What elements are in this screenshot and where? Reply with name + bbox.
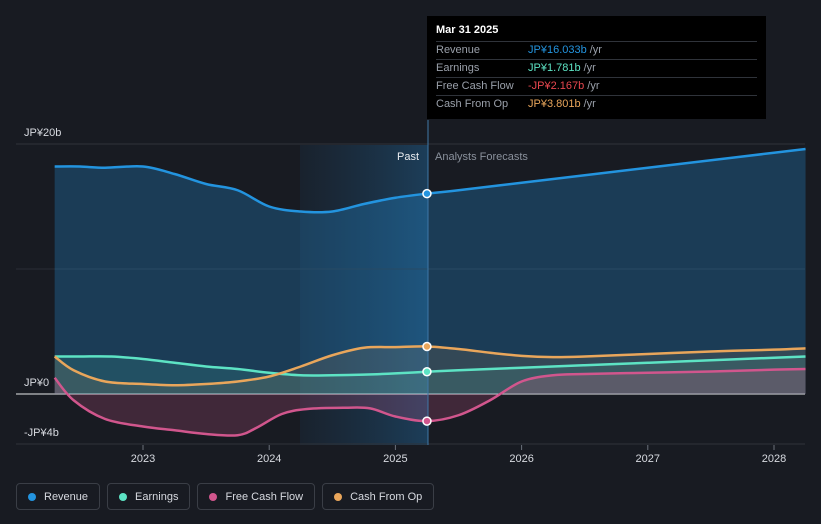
marker-cfo	[422, 341, 432, 352]
legend: Revenue Earnings Free Cash Flow Cash Fro…	[16, 483, 435, 510]
x-tick-label: 2025	[383, 453, 407, 465]
tooltip-unit: /yr	[583, 98, 596, 110]
x-axis: 2023 2024 2025 2026 2027 2028	[131, 445, 786, 465]
tooltip-unit: /yr	[589, 44, 602, 56]
x-tick-label: 2026	[509, 453, 533, 465]
hover-markers	[422, 188, 432, 426]
tooltip-label: Revenue	[436, 44, 481, 56]
tooltip-label: Earnings	[436, 62, 480, 74]
fcf-dot-icon	[209, 492, 218, 501]
x-tick-label: 2024	[257, 453, 281, 465]
cfo-dot-icon	[334, 492, 343, 501]
marker-revenue	[422, 188, 432, 199]
tooltip: Mar 31 2025 Revenue JP¥16.033b /yr Earni…	[427, 16, 766, 119]
area-revenue	[54, 149, 806, 394]
tooltip-unit: /yr	[583, 62, 596, 74]
line-fcf	[53, 367, 806, 437]
area-fcf	[54, 369, 806, 436]
tooltip-row-earnings: Earnings JP¥1.781b /yr	[436, 59, 757, 77]
series-lines	[53, 147, 806, 437]
tooltip-value: -JP¥2.167b	[528, 80, 585, 92]
tooltip-value: JP¥1.781b	[528, 62, 581, 74]
tooltip-value: JP¥16.033b	[528, 44, 587, 56]
x-tick-label: 2027	[636, 453, 660, 465]
tooltip-unit: /yr	[587, 80, 600, 92]
grid	[16, 143, 805, 445]
legend-item-cfo[interactable]: Cash From Op	[322, 483, 435, 510]
x-tick-label: 2028	[762, 453, 786, 465]
legend-item-fcf[interactable]: Free Cash Flow	[197, 483, 316, 510]
legend-label: Cash From Op	[350, 490, 423, 503]
tooltip-row-cfo: Cash From Op JP¥3.801b /yr	[436, 95, 757, 113]
forecast-label: Analysts Forecasts	[435, 151, 528, 163]
marker-fcf	[422, 416, 432, 426]
earnings-dot-icon	[119, 492, 128, 501]
marker-earnings	[422, 366, 432, 377]
revenue-dot-icon	[28, 492, 36, 501]
tooltip-value: JP¥3.801b	[528, 98, 581, 110]
tooltip-row-revenue: Revenue JP¥16.033b /yr	[436, 41, 757, 59]
line-earnings	[54, 355, 806, 377]
legend-label: Revenue	[44, 490, 89, 503]
y-label-top: JP¥20b	[24, 127, 61, 139]
tooltip-row-fcf: Free Cash Flow -JP¥2.167b /yr	[436, 77, 757, 95]
y-label-zero: JP¥0	[24, 377, 49, 389]
tooltip-date: Mar 31 2025	[436, 24, 499, 36]
x-tick-label: 2023	[131, 453, 155, 465]
line-cfo	[53, 345, 806, 387]
tooltip-label: Free Cash Flow	[436, 80, 514, 92]
legend-label: Free Cash Flow	[225, 490, 304, 503]
y-label-bottom: -JP¥4b	[24, 427, 59, 439]
legend-item-revenue[interactable]: Revenue	[16, 483, 101, 510]
legend-label: Earnings	[135, 490, 179, 503]
line-revenue	[54, 147, 806, 214]
past-label: Past	[397, 151, 419, 163]
legend-item-earnings[interactable]: Earnings	[107, 483, 191, 510]
tooltip-label: Cash From Op	[436, 98, 509, 110]
